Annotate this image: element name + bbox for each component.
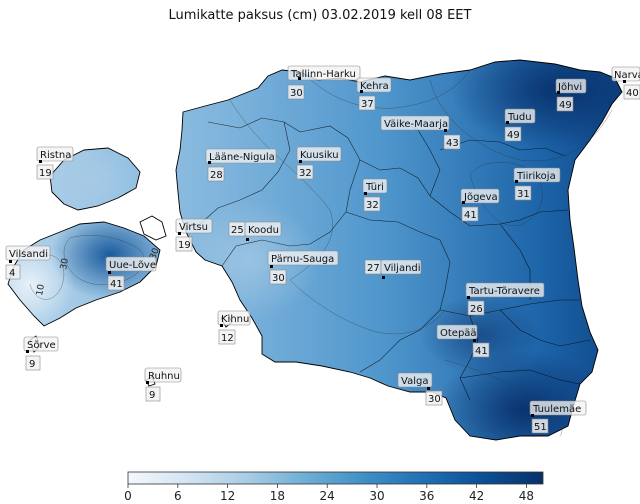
station-value: 40 (626, 88, 639, 99)
station-name: Kehra (360, 81, 389, 92)
station-value: 49 (559, 100, 572, 111)
station-value: 28 (210, 170, 223, 181)
station-value: 19 (39, 168, 52, 179)
station-value: 26 (470, 304, 483, 315)
station-kihnu[interactable]: Kihnu 12 (217, 310, 251, 345)
station-name: Uue-Lõve (109, 260, 156, 271)
station-name: Vilsandi (9, 249, 48, 260)
station-value: 49 (507, 130, 520, 141)
station-value: 37 (361, 99, 374, 110)
station-value: 19 (178, 240, 191, 251)
colorbar-tick-label: 48 (519, 489, 534, 503)
station-name: Sõrve (27, 340, 56, 351)
station-koodu[interactable]: 25 Koodu (228, 221, 282, 241)
station-name: Kuusiku (300, 150, 339, 161)
county-boundaries (199, 117, 591, 401)
colorbar-gradient (127, 471, 544, 485)
station-tallinn-harku[interactable]: Tallinn-Harku 30 (287, 65, 361, 100)
colorbar: 0 6 12 18 24 30 36 42 48 (124, 471, 544, 503)
colorbar-tick-label: 0 (124, 489, 132, 503)
station-name: Tudu (507, 112, 532, 123)
station-value: 25 (231, 225, 244, 236)
station-name: Väike-Maarja (384, 119, 448, 130)
contour-label: 30 (59, 257, 71, 270)
station-turi[interactable]: Türi 32 (362, 178, 388, 212)
station-name: Lääne-Nigula (209, 152, 275, 163)
station-otepaa[interactable]: Otepää 41 (436, 324, 490, 358)
colorbar-tick-label: 6 (174, 489, 182, 503)
contour-label: 10 (35, 283, 47, 296)
station-vaike-maarja[interactable]: Väike-Maarja 43 (380, 115, 461, 150)
station-name: Tiirikoja (516, 171, 556, 182)
station-value: 43 (446, 138, 459, 149)
colorbar-tick-label: 18 (270, 489, 285, 503)
station-narva[interactable]: Narva 40 (611, 66, 640, 100)
station-tiirikoja[interactable]: Tiirikoja 31 (513, 167, 561, 201)
station-name: Ruhnu (148, 371, 180, 382)
station-value: 30 (290, 88, 303, 99)
station-viljandi[interactable]: 27 Viljandi (364, 259, 422, 279)
colorbar-tick-label: 42 (469, 489, 484, 503)
station-kehra[interactable]: Kehra 37 (356, 77, 392, 111)
station-tartu-toravere[interactable]: Tartu-Tõravere 26 (465, 282, 545, 316)
station-value: 41 (475, 346, 488, 357)
station-name: Tuulemäe (532, 404, 581, 415)
station-virtsu[interactable]: Virtsu 19 (175, 218, 213, 252)
station-value: 41 (464, 210, 477, 221)
station-value: 9 (149, 390, 155, 401)
station-name: Kihnu (221, 314, 249, 325)
station-value: 31 (517, 189, 530, 200)
station-parnu-sauga[interactable]: Pärnu-Sauga 30 (267, 250, 339, 285)
station-name: Valga (401, 376, 428, 387)
station-value: 51 (534, 422, 547, 433)
station-name: Narva (614, 70, 640, 81)
station-name: Türi (365, 182, 384, 193)
station-value: 30 (272, 273, 285, 284)
station-jogeva[interactable]: Jõgeva 41 (460, 188, 500, 222)
colorbar-ticks: 0 6 12 18 24 30 36 42 48 (124, 484, 534, 503)
station-vilsandi[interactable]: Vilsandi 4 (5, 245, 51, 280)
station-laane-nigula[interactable]: Lääne-Nigula 28 (205, 148, 277, 182)
station-uue-loove[interactable]: Uue-Lõve 41 (105, 256, 157, 291)
station-name: Tallinn-Harku (290, 69, 356, 80)
station-value: 30 (428, 394, 441, 405)
colorbar-tick-label: 24 (320, 489, 335, 503)
stations-layer: Tallinn-Harku 30 Kehra 37 Narva 40 Jõhvi… (5, 65, 640, 434)
station-kuusiku[interactable]: Kuusiku 32 (296, 146, 342, 180)
station-name: Jõgeva (463, 192, 498, 203)
station-value: 4 (9, 268, 15, 279)
station-value: 9 (29, 359, 35, 370)
station-name: Viljandi (384, 263, 421, 274)
station-name: Ristna (40, 150, 71, 161)
station-value: 32 (366, 200, 379, 211)
map-title: Lumikatte paksus (cm) 03.02.2019 kell 08… (168, 8, 472, 23)
station-valga[interactable]: Valga 30 (397, 372, 443, 406)
station-ristna[interactable]: Ristna 19 (36, 146, 74, 180)
station-name: Virtsu (179, 222, 208, 233)
colorbar-tick-label: 36 (419, 489, 434, 503)
station-name: Tartu-Tõravere (468, 286, 540, 297)
station-value: 12 (221, 333, 234, 344)
station-name: Otepää (440, 328, 477, 339)
station-sorve[interactable]: Sõrve 9 (23, 336, 59, 371)
station-name: Pärnu-Sauga (271, 254, 334, 265)
colorbar-tick-label: 30 (369, 489, 384, 503)
station-tuulemae[interactable]: Tuulemäe 51 (529, 400, 587, 434)
station-value: 32 (299, 168, 312, 179)
colorbar-tick-label: 12 (220, 489, 235, 503)
station-value: 41 (110, 279, 123, 290)
station-value: 27 (367, 263, 380, 274)
station-name: Koodu (248, 225, 279, 236)
station-name: Jõhvi (557, 82, 582, 93)
station-ruhnu[interactable]: Ruhnu 9 (144, 367, 182, 402)
station-johvi[interactable]: Jõhvi 49 (555, 78, 587, 112)
station-tudu[interactable]: Tudu 49 (504, 108, 536, 142)
